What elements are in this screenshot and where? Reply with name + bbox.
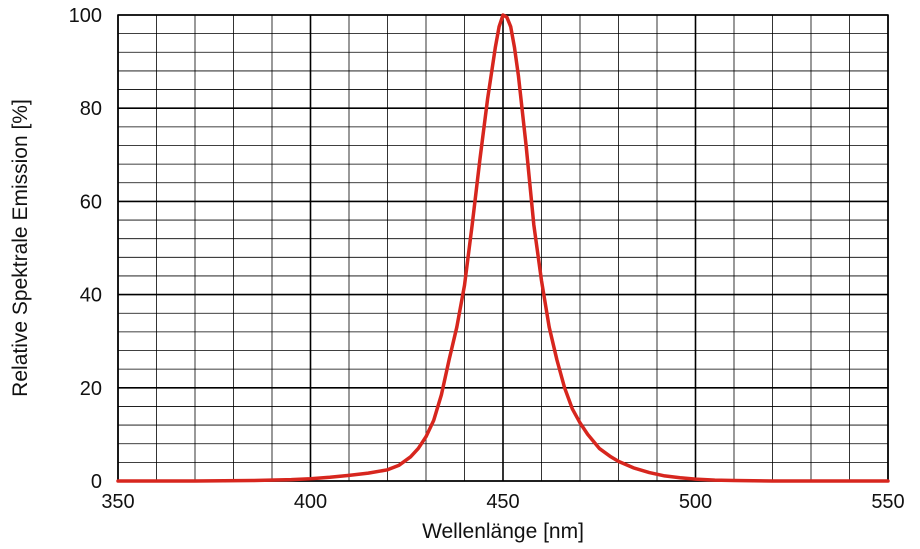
x-tick-label: 400 [294, 491, 327, 513]
x-tick-label: 450 [486, 491, 519, 513]
y-axis-ticks: 0 20 40 60 80 100 [69, 5, 102, 493]
series-line-0 [116, 13, 890, 483]
y-tick-label: 60 [80, 191, 102, 213]
y-tick-label: 0 [91, 471, 102, 493]
x-tick-label: 550 [871, 491, 904, 513]
series-layer [116, 13, 890, 483]
y-axis-label: Relative Spektrale Emission [%] [9, 99, 32, 397]
x-axis-label: Wellenlänge [nm] [422, 520, 584, 543]
x-axis-ticks: 350 400 450 500 550 [101, 491, 904, 513]
y-tick-label: 40 [80, 285, 102, 307]
x-tick-label: 500 [679, 491, 712, 513]
x-tick-label: 350 [101, 491, 134, 513]
y-tick-label: 20 [80, 378, 102, 400]
y-tick-label: 80 [80, 98, 102, 120]
y-tick-label: 100 [69, 5, 102, 27]
